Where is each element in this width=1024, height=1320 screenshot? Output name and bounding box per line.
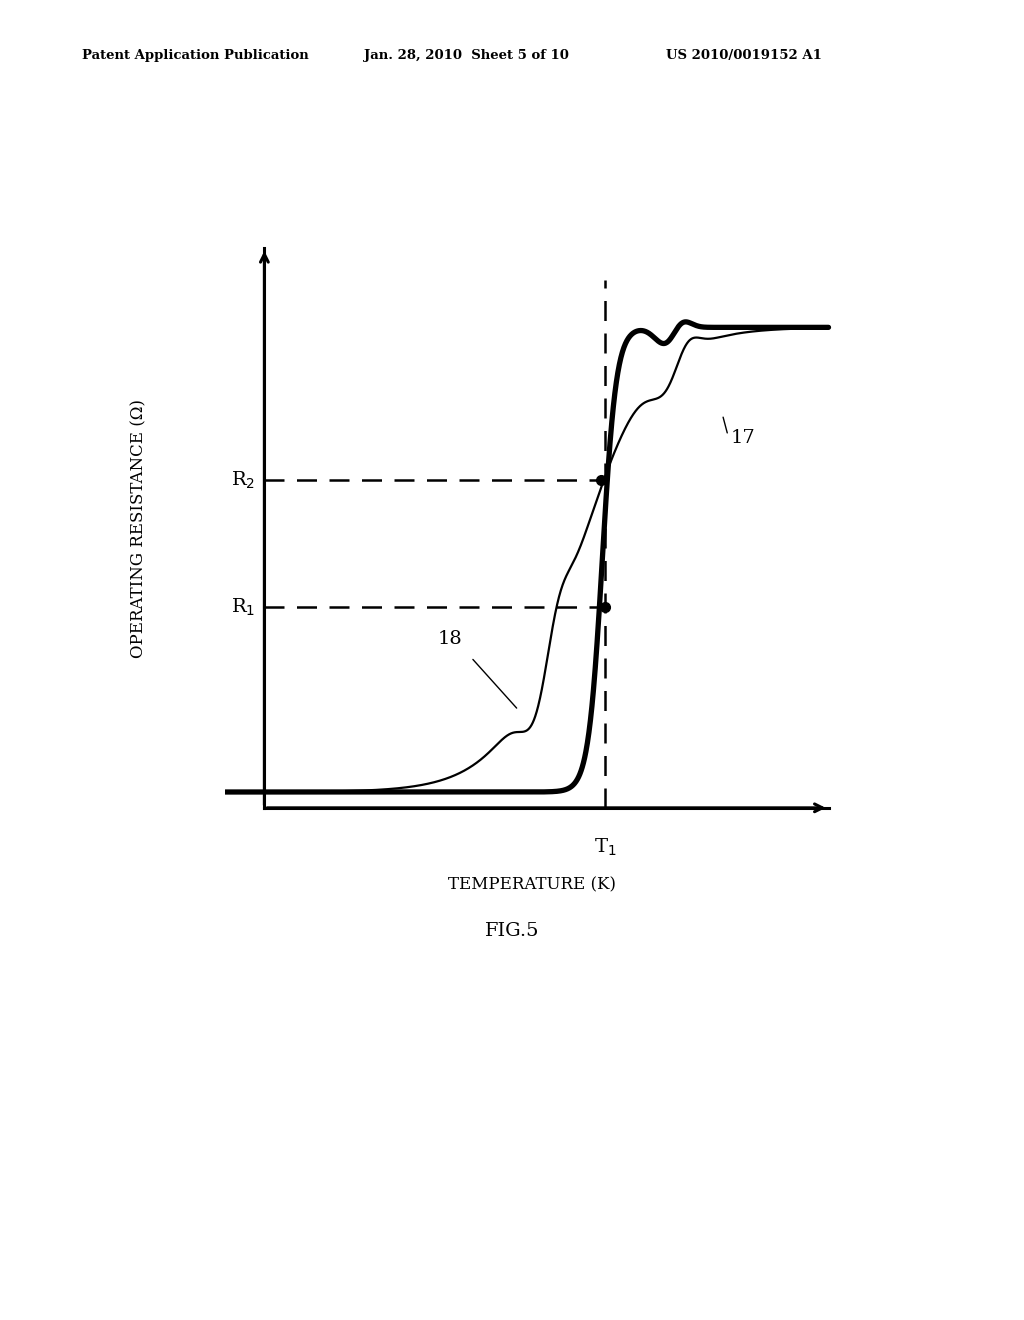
Text: 17: 17 — [731, 429, 756, 447]
Text: Patent Application Publication: Patent Application Publication — [82, 49, 308, 62]
Text: R$_2$: R$_2$ — [230, 470, 255, 491]
Text: FIG.5: FIG.5 — [484, 921, 540, 940]
Text: 18: 18 — [437, 630, 462, 648]
Text: OPERATING RESISTANCE (Ω): OPERATING RESISTANCE (Ω) — [131, 399, 147, 657]
Text: US 2010/0019152 A1: US 2010/0019152 A1 — [666, 49, 821, 62]
Text: T$_1$: T$_1$ — [594, 837, 616, 858]
Text: Jan. 28, 2010  Sheet 5 of 10: Jan. 28, 2010 Sheet 5 of 10 — [364, 49, 568, 62]
Text: R$_1$: R$_1$ — [230, 597, 255, 618]
Text: TEMPERATURE (K): TEMPERATURE (K) — [449, 876, 616, 894]
